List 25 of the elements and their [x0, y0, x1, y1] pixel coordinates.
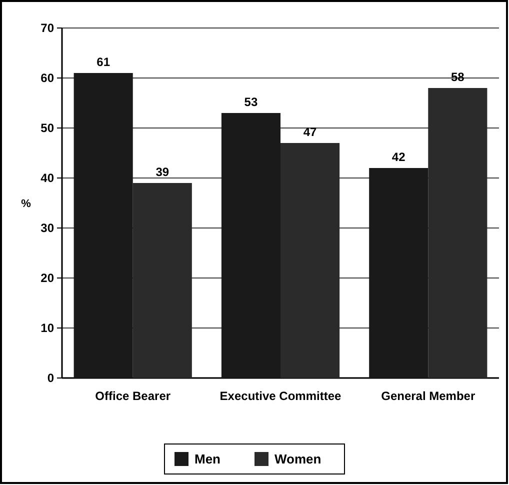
- data-label: 39: [156, 165, 170, 179]
- x-tick-label: Executive Committee: [220, 389, 342, 403]
- y-tick-label: 70: [40, 21, 54, 36]
- y-tick-label: 50: [40, 121, 54, 136]
- data-label: 53: [244, 95, 258, 109]
- data-label: 61: [96, 55, 110, 69]
- y-tick-label: 10: [40, 321, 54, 336]
- y-tick-label: 60: [40, 71, 54, 86]
- legend-label: Women: [274, 452, 322, 467]
- y-tick-label: 0: [47, 371, 54, 386]
- bar: [369, 168, 428, 378]
- bar: [428, 88, 488, 378]
- bar: [132, 183, 192, 378]
- data-label: 42: [392, 150, 406, 164]
- bar: [280, 143, 340, 378]
- bar: [221, 113, 280, 378]
- y-tick-label: 40: [40, 171, 54, 186]
- bar: [74, 73, 133, 378]
- y-tick-label: 20: [40, 271, 54, 286]
- y-axis-title: %: [21, 198, 32, 210]
- x-tick-label: Office Bearer: [95, 389, 171, 403]
- y-tick-label: 30: [40, 221, 54, 236]
- data-label: 47: [303, 125, 318, 139]
- x-tick-label: General Member: [381, 389, 476, 403]
- legend-label: Men: [194, 452, 221, 467]
